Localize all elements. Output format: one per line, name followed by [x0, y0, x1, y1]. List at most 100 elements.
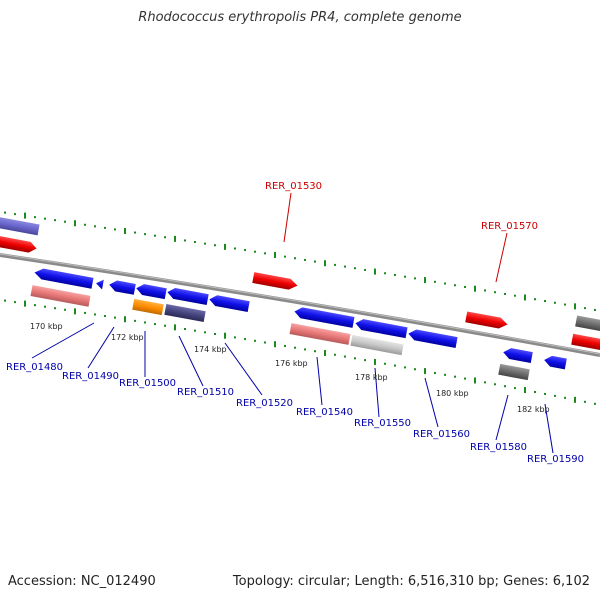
tick-minor: [394, 273, 396, 276]
tick-major: [424, 368, 426, 375]
gene-label: RER_01590: [527, 454, 584, 465]
tick-minor: [384, 362, 386, 365]
tick-major: [174, 235, 176, 242]
tick-minor: [484, 381, 486, 384]
tick-major: [274, 341, 276, 348]
tick-minor: [164, 324, 166, 327]
tick-minor: [314, 260, 316, 263]
tick-major: [124, 227, 126, 234]
tick-row-top: [4, 211, 596, 311]
tick-minor: [494, 291, 496, 294]
tick-minor: [534, 390, 536, 393]
tick-minor: [584, 307, 586, 310]
tick-minor: [434, 280, 436, 283]
tick-minor: [304, 258, 306, 261]
tick-minor: [54, 219, 56, 222]
tick-minor: [234, 247, 236, 250]
tick-minor: [434, 371, 436, 374]
gene-arrow: [252, 272, 298, 290]
tick-major: [574, 303, 576, 310]
map-title: Rhodococcus erythropolis PR4, complete g…: [138, 10, 462, 25]
gene-labels-top: RER_01530 RER_01570: [265, 181, 538, 232]
scale-label: 182 kbp: [517, 405, 550, 414]
gene-block: [350, 334, 404, 356]
gene-arrow: [34, 268, 94, 289]
tick-minor: [184, 328, 186, 331]
tick-minor: [344, 355, 346, 358]
genome-backbone-highlight: [0, 253, 600, 355]
tick-minor: [504, 292, 506, 295]
gene-label: RER_01520: [236, 398, 293, 409]
tick-minor: [254, 250, 256, 253]
tick-minor: [54, 307, 56, 310]
tick-major: [74, 308, 76, 315]
tick-minor: [414, 368, 416, 371]
gene-arrow: [465, 311, 508, 329]
scale-label: 178 kbp: [355, 373, 388, 382]
scale-label: 180 kbp: [436, 389, 469, 398]
tick-minor: [354, 357, 356, 360]
tick-minor: [514, 294, 516, 297]
gene-label: RER_01580: [470, 442, 527, 453]
tick-major: [374, 268, 376, 275]
tick-minor: [384, 272, 386, 275]
tick-major: [74, 220, 76, 227]
tick-major: [124, 316, 126, 323]
tick-minor: [334, 353, 336, 356]
tick-minor: [194, 241, 196, 244]
scale-label: 170 kbp: [30, 322, 63, 331]
tick-minor: [454, 375, 456, 378]
tick-minor: [264, 341, 266, 344]
tick-major: [524, 294, 526, 301]
tick-minor: [514, 387, 516, 390]
tick-minor: [314, 350, 316, 353]
tick-minor: [584, 400, 586, 403]
tick-major: [574, 396, 576, 403]
gene-label: RER_01530: [265, 181, 322, 192]
scale-label: 172 kbp: [111, 333, 144, 342]
tick-minor: [244, 338, 246, 341]
tick-minor: [204, 242, 206, 245]
tick-minor: [294, 257, 296, 260]
tick-minor: [144, 233, 146, 236]
tick-minor: [544, 392, 546, 395]
tick-minor: [4, 211, 6, 214]
tick-minor: [154, 234, 156, 237]
gene-arrow: [136, 284, 167, 300]
tick-minor: [114, 316, 116, 319]
gene-arrow: [408, 329, 458, 348]
tick-minor: [94, 225, 96, 228]
tick-minor: [454, 284, 456, 287]
tick-minor: [104, 315, 106, 318]
tick-minor: [64, 308, 66, 311]
tick-minor: [284, 344, 286, 347]
tick-minor: [394, 364, 396, 367]
tick-minor: [44, 217, 46, 220]
gene-arrow: [167, 288, 209, 306]
gene-block: [575, 315, 600, 332]
tick-minor: [534, 298, 536, 301]
gene-forward-strand: [0, 216, 600, 351]
tick-minor: [344, 265, 346, 268]
tick-minor: [34, 304, 36, 307]
tick-row-bottom: [4, 299, 596, 405]
tick-major: [474, 285, 476, 292]
scale-label: 176 kbp: [275, 359, 308, 368]
tick-minor: [234, 336, 236, 339]
tick-major: [324, 349, 326, 356]
gene-block: [132, 298, 164, 316]
tick-minor: [414, 277, 416, 280]
tick-minor: [44, 305, 46, 308]
gene-block: [498, 363, 530, 381]
gene-block: [30, 285, 91, 307]
gene-arrow: [503, 348, 533, 363]
gene-reverse-strand: [30, 268, 567, 381]
genome-backbone: [0, 253, 600, 357]
tick-minor: [4, 299, 6, 302]
gene-label: RER_01540: [296, 407, 353, 418]
tick-minor: [254, 339, 256, 342]
tick-minor: [594, 308, 596, 311]
tick-major: [424, 277, 426, 284]
tick-minor: [544, 299, 546, 302]
tick-minor: [214, 244, 216, 247]
